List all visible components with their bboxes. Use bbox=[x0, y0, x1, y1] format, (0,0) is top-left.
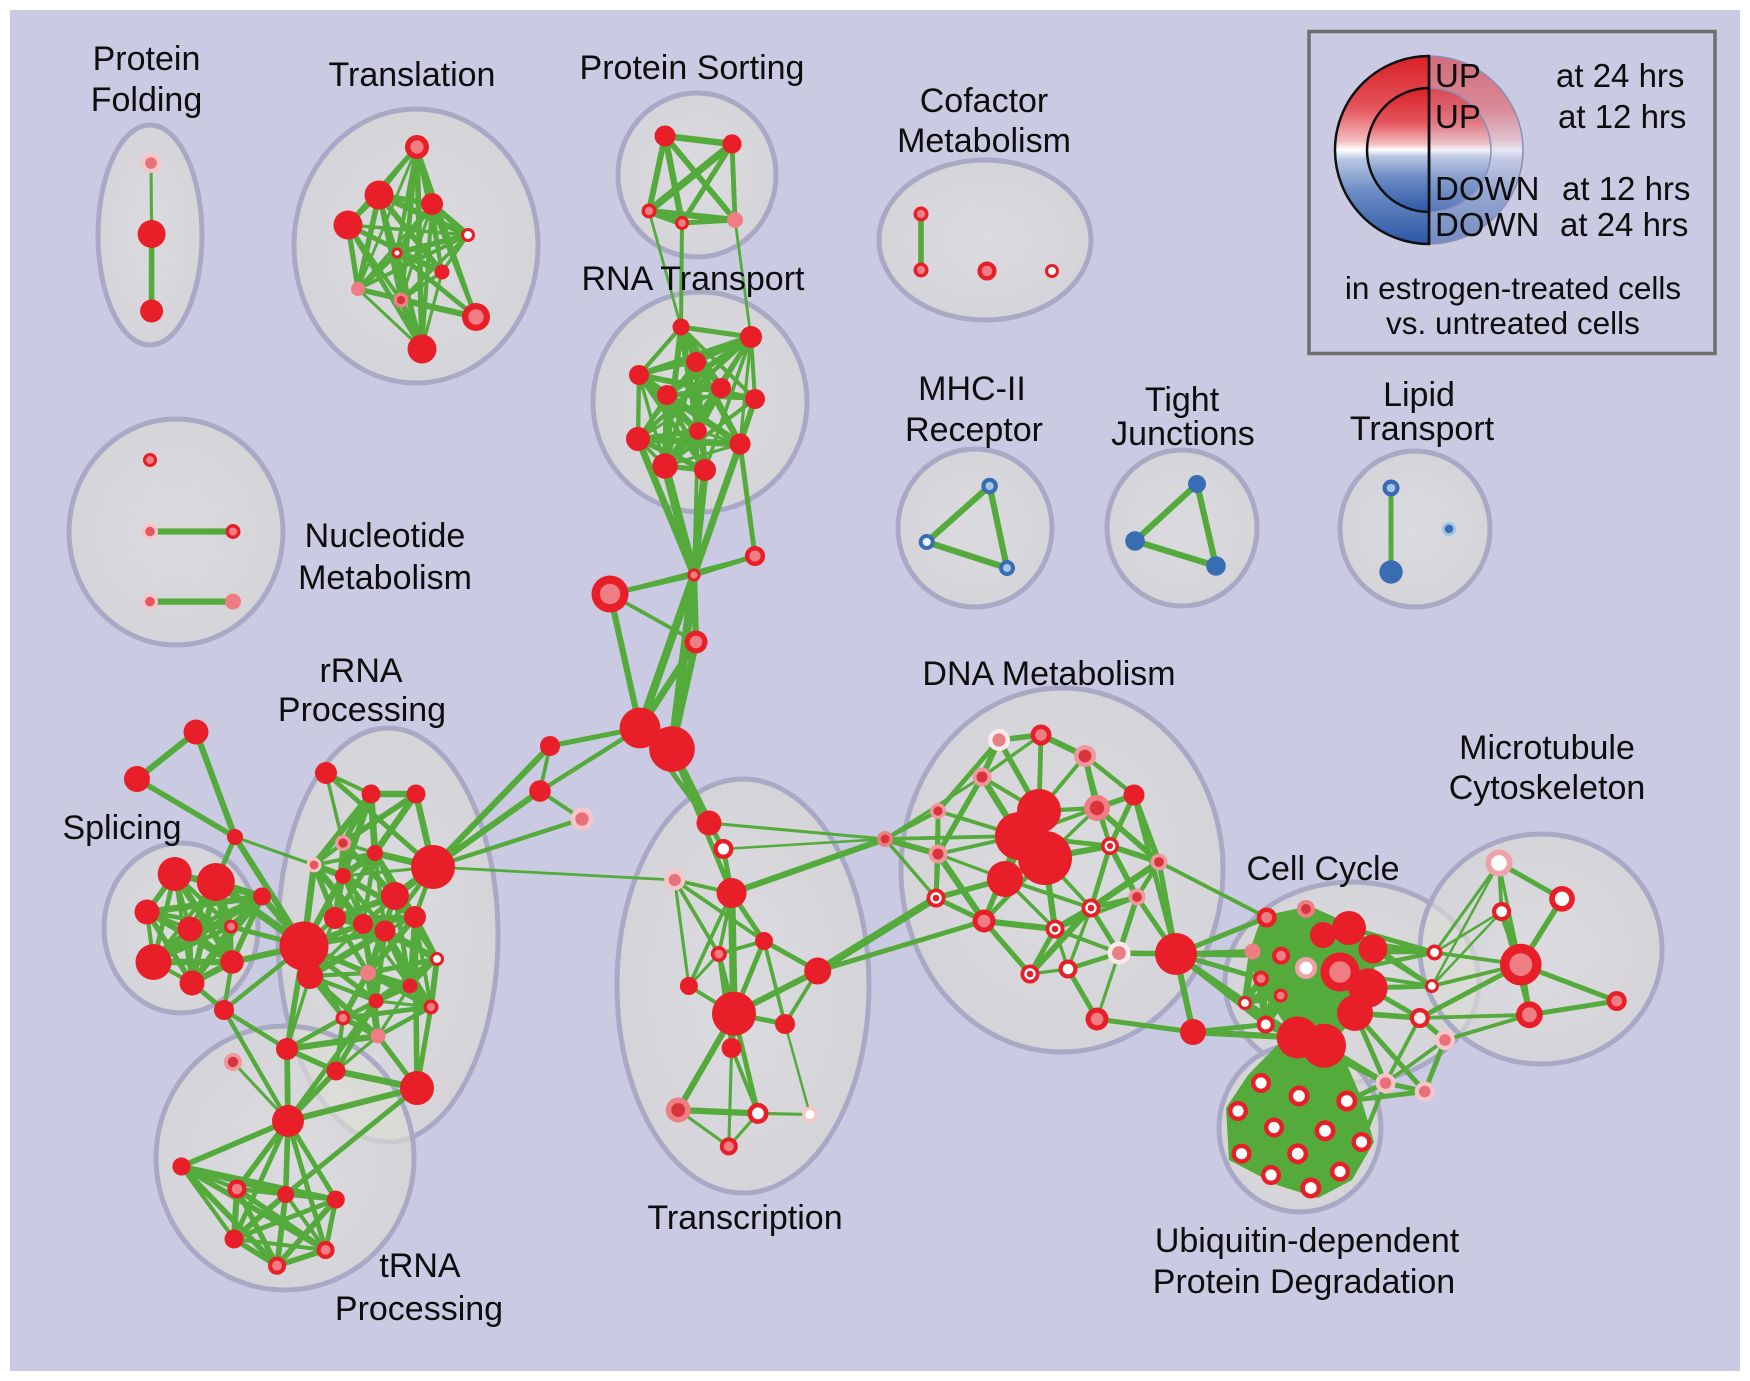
svg-text:Nucleotide: Nucleotide bbox=[305, 517, 466, 555]
svg-text:Receptor: Receptor bbox=[905, 411, 1043, 449]
svg-text:Protein: Protein bbox=[93, 40, 201, 78]
svg-text:UP: UP bbox=[1435, 98, 1481, 135]
svg-text:Processing: Processing bbox=[335, 1290, 503, 1328]
svg-text:Protein Degradation: Protein Degradation bbox=[1153, 1263, 1455, 1301]
svg-text:Translation: Translation bbox=[329, 56, 496, 94]
svg-text:MHC-II: MHC-II bbox=[918, 370, 1026, 408]
svg-text:at 12 hrs: at 12 hrs bbox=[1558, 98, 1686, 135]
svg-text:at 24 hrs: at 24 hrs bbox=[1556, 57, 1684, 94]
svg-text:at 24 hrs: at 24 hrs bbox=[1560, 206, 1688, 243]
svg-text:RNA Transport: RNA Transport bbox=[582, 260, 806, 298]
svg-text:in estrogen-treated cells: in estrogen-treated cells bbox=[1345, 270, 1681, 306]
svg-text:Splicing: Splicing bbox=[62, 809, 181, 847]
svg-text:Protein Sorting: Protein Sorting bbox=[580, 49, 805, 87]
svg-text:Metabolism: Metabolism bbox=[897, 122, 1071, 160]
svg-text:DOWN: DOWN bbox=[1435, 206, 1539, 243]
svg-text:at 12 hrs: at 12 hrs bbox=[1562, 170, 1690, 207]
svg-text:Transcription: Transcription bbox=[647, 1199, 842, 1237]
svg-text:Lipid: Lipid bbox=[1383, 376, 1455, 414]
svg-text:DOWN: DOWN bbox=[1435, 170, 1539, 207]
svg-text:Cytoskeleton: Cytoskeleton bbox=[1449, 769, 1646, 807]
svg-text:Processing: Processing bbox=[278, 691, 446, 729]
svg-text:Folding: Folding bbox=[91, 81, 203, 119]
svg-text:Junctions: Junctions bbox=[1111, 415, 1255, 453]
svg-text:Cell Cycle: Cell Cycle bbox=[1246, 850, 1399, 888]
svg-text:vs. untreated cells: vs. untreated cells bbox=[1386, 305, 1640, 341]
svg-text:DNA Metabolism: DNA Metabolism bbox=[922, 655, 1175, 693]
svg-text:tRNA: tRNA bbox=[379, 1247, 461, 1285]
svg-text:Transport: Transport bbox=[1350, 410, 1495, 448]
svg-text:UP: UP bbox=[1435, 57, 1481, 94]
svg-text:Microtubule: Microtubule bbox=[1459, 729, 1635, 767]
svg-text:Tight: Tight bbox=[1145, 381, 1220, 419]
svg-text:Metabolism: Metabolism bbox=[298, 559, 472, 597]
svg-text:Ubiquitin-dependent: Ubiquitin-dependent bbox=[1155, 1222, 1460, 1260]
svg-text:rRNA: rRNA bbox=[319, 652, 402, 690]
svg-text:Cofactor: Cofactor bbox=[920, 82, 1049, 120]
